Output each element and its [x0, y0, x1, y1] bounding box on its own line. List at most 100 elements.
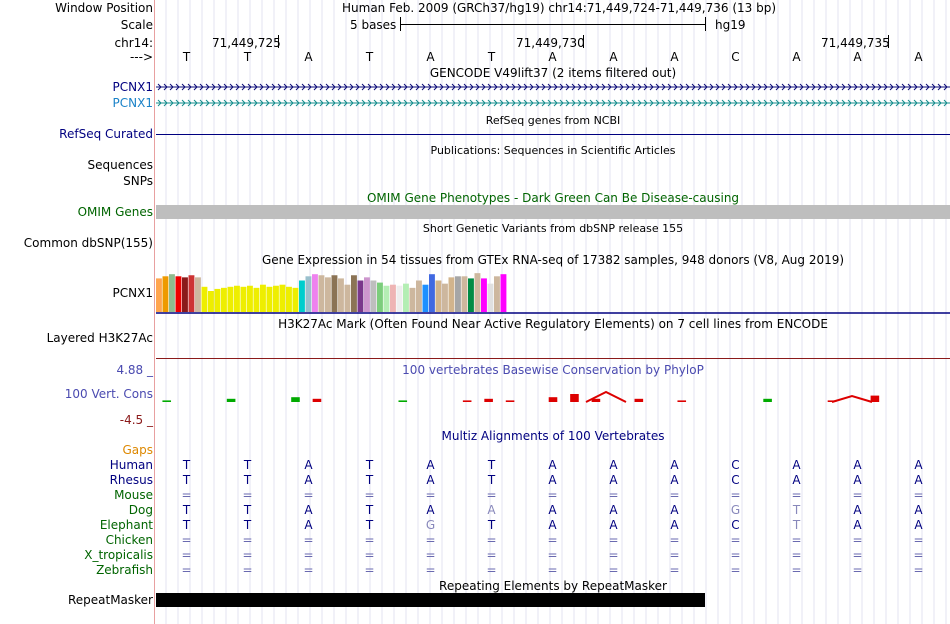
gtex-tissue-bar[interactable]	[442, 283, 448, 312]
gtex-tissue-bar[interactable]	[494, 276, 500, 312]
species-label[interactable]: Elephant	[99, 518, 153, 532]
gencode-item-label-2[interactable]: PCNX1	[112, 96, 153, 110]
strand-chevron	[907, 99, 912, 107]
gtex-tissue-bar[interactable]	[409, 287, 416, 312]
phylop-track-title[interactable]: 100 vertebrates Basewise Conservation by…	[402, 363, 704, 377]
gtex-tissue-bar[interactable]	[403, 283, 409, 312]
gtex-tissue-bar[interactable]	[357, 280, 364, 313]
publications-track-title[interactable]: Publications: Sequences in Scientific Ar…	[430, 144, 676, 157]
gtex-gene-label[interactable]: PCNX1	[112, 286, 153, 300]
gtex-tissue-bar[interactable]	[455, 276, 461, 312]
gtex-tissue-bar[interactable]	[338, 278, 344, 312]
gtex-tissue-bar[interactable]	[195, 277, 201, 312]
gtex-tissue-bar[interactable]	[364, 277, 370, 312]
dbsnp-track-title[interactable]: Short Genetic Variants from dbSNP releas…	[422, 222, 684, 235]
phylop-track-label[interactable]: 100 Vert. Cons	[64, 387, 153, 401]
repeatmasker-track-label[interactable]: RepeatMasker	[67, 593, 153, 607]
strand-chevron	[541, 83, 546, 91]
strand-chevron	[349, 83, 354, 91]
gtex-tissue-bar[interactable]	[253, 287, 260, 312]
repeatmasker-track-title[interactable]: Repeating Elements by RepeatMasker	[439, 579, 667, 593]
species-label[interactable]: Rhesus	[109, 473, 153, 487]
gtex-tissue-bar[interactable]	[188, 275, 195, 312]
dbsnp-track-label[interactable]: Common dbSNP(155)	[23, 236, 153, 250]
refseq-track-label[interactable]: RefSeq Curated	[59, 127, 153, 141]
gtex-tissue-bar[interactable]	[260, 284, 266, 312]
gtex-tissue-bar[interactable]	[435, 280, 442, 313]
gtex-tissue-bar[interactable]	[481, 278, 487, 312]
h3k27ac-track-title[interactable]: H3K27Ac Mark (Often Found Near Active Re…	[278, 317, 828, 331]
refseq-track-title[interactable]: RefSeq genes from NCBI	[485, 114, 621, 127]
gtex-tissue-bar[interactable]	[182, 277, 188, 312]
omim-track-label[interactable]: OMIM Genes	[77, 205, 153, 219]
gencode-transcript-1[interactable]	[156, 80, 950, 94]
omim-gene-bar[interactable]	[156, 205, 950, 219]
omim-track-title[interactable]: OMIM Gene Phenotypes - Dark Green Can Be…	[366, 191, 740, 205]
gtex-tissue-bar[interactable]	[201, 286, 208, 312]
gtex-tissue-bar[interactable]	[474, 273, 481, 312]
gtex-tissue-bar[interactable]	[390, 284, 396, 312]
gtex-tissue-bar[interactable]	[266, 286, 273, 312]
gtex-tissue-bar[interactable]	[221, 287, 227, 312]
gtex-tissue-bar[interactable]	[162, 276, 169, 312]
gencode-transcript-2[interactable]	[156, 96, 950, 110]
snps-label[interactable]: SNPs	[123, 174, 153, 188]
gtex-track-title[interactable]: Gene Expression in 54 tissues from GTEx …	[261, 253, 845, 267]
gtex-tissue-bar[interactable]	[240, 286, 247, 312]
gtex-tissue-bar[interactable]	[461, 276, 468, 312]
repeatmasker-element[interactable]	[156, 593, 705, 607]
gtex-tissue-bar[interactable]	[279, 284, 286, 312]
gtex-tissue-bar[interactable]	[325, 277, 331, 312]
gtex-tissue-bar[interactable]	[175, 276, 182, 312]
gtex-tissue-bar[interactable]	[227, 286, 234, 312]
gencode-track-title[interactable]: GENCODE V49lift37 (2 items filtered out)	[429, 66, 677, 80]
h3k27ac-track-label[interactable]: Layered H3K27Ac	[46, 331, 153, 345]
gtex-tissue-bar[interactable]	[377, 282, 383, 312]
gtex-tissue-bar[interactable]	[156, 278, 162, 312]
gtex-tissue-bar[interactable]	[370, 280, 377, 313]
gtex-bar-chart[interactable]	[156, 268, 950, 314]
species-label[interactable]: Chicken	[105, 533, 153, 547]
gtex-tissue-bar[interactable]	[312, 274, 318, 312]
species-label[interactable]: Mouse	[114, 488, 153, 502]
gtex-tissue-bar[interactable]	[247, 285, 253, 312]
gtex-tissue-bar[interactable]	[448, 277, 455, 312]
gtex-tissue-bar[interactable]	[383, 285, 390, 312]
species-label[interactable]: X_tropicalis	[84, 548, 153, 562]
gtex-tissue-bar[interactable]	[214, 288, 221, 312]
gtex-tissue-bar[interactable]	[234, 285, 240, 312]
gtex-tissue-bar[interactable]	[318, 275, 325, 312]
gtex-tissue-bar[interactable]	[500, 274, 507, 312]
refseq-gene-line[interactable]	[156, 134, 950, 135]
species-label[interactable]: Zebrafish	[96, 563, 153, 577]
alignment-base: =	[181, 548, 192, 562]
gtex-tissue-bar[interactable]	[273, 285, 279, 312]
gtex-tissue-bar[interactable]	[299, 280, 305, 313]
gtex-tissue-bar[interactable]	[169, 274, 175, 312]
gtex-tissue-bar[interactable]	[416, 280, 422, 313]
gtex-tissue-bar[interactable]	[331, 275, 338, 312]
gtex-tissue-bar[interactable]	[305, 276, 312, 312]
strand-chevron	[607, 83, 612, 91]
alignment-base: A	[426, 458, 435, 472]
alignment-base: A	[670, 473, 679, 487]
species-label[interactable]: Dog	[128, 503, 153, 517]
gtex-tissue-bar[interactable]	[429, 274, 435, 312]
species-label[interactable]: Human	[109, 458, 153, 472]
gencode-item-label-1[interactable]: PCNX1	[112, 80, 153, 94]
phylop-plot[interactable]	[156, 378, 950, 428]
gtex-tissue-bar[interactable]	[468, 278, 474, 312]
sequences-label[interactable]: Sequences	[87, 158, 153, 172]
gtex-tissue-bar[interactable]	[396, 285, 403, 312]
gaps-label[interactable]: Gaps	[122, 443, 153, 457]
gtex-tissue-bar[interactable]	[344, 284, 351, 312]
gtex-tissue-bar[interactable]	[286, 286, 292, 312]
position-tick-3	[888, 35, 889, 48]
gtex-tissue-bar[interactable]	[351, 275, 357, 312]
alignment-base: A	[914, 458, 923, 472]
gtex-tissue-bar[interactable]	[487, 283, 494, 312]
multiz-track-title[interactable]: Multiz Alignments of 100 Vertebrates	[441, 429, 665, 443]
gtex-tissue-bar[interactable]	[208, 291, 214, 312]
gtex-tissue-bar[interactable]	[422, 284, 429, 312]
gtex-tissue-bar[interactable]	[292, 287, 299, 312]
